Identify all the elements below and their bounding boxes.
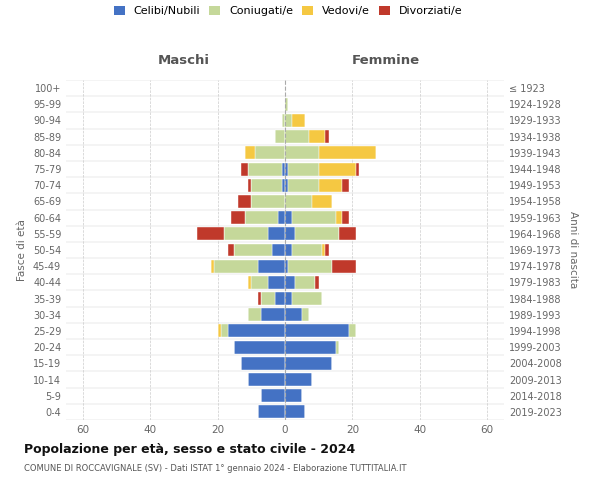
- Bar: [285, 179, 289, 192]
- Bar: [272, 244, 285, 256]
- Bar: [245, 211, 278, 224]
- Bar: [218, 324, 221, 338]
- Bar: [254, 146, 285, 160]
- Bar: [281, 114, 285, 127]
- Bar: [258, 260, 285, 272]
- Bar: [221, 324, 228, 338]
- Bar: [312, 195, 332, 208]
- Bar: [285, 324, 349, 338]
- Bar: [262, 308, 285, 321]
- Bar: [339, 228, 356, 240]
- Bar: [275, 130, 285, 143]
- Bar: [258, 292, 262, 305]
- Bar: [349, 324, 356, 338]
- Bar: [335, 211, 342, 224]
- Bar: [228, 324, 285, 338]
- Bar: [281, 162, 285, 175]
- Bar: [197, 228, 224, 240]
- Y-axis label: Fasce di età: Fasce di età: [17, 219, 27, 281]
- Bar: [332, 260, 356, 272]
- Bar: [251, 195, 285, 208]
- Bar: [248, 179, 251, 192]
- Bar: [224, 228, 268, 240]
- Bar: [238, 195, 251, 208]
- Bar: [248, 308, 262, 321]
- Bar: [285, 130, 308, 143]
- Bar: [211, 260, 214, 272]
- Bar: [325, 244, 329, 256]
- Bar: [292, 114, 305, 127]
- Bar: [268, 276, 285, 289]
- Bar: [285, 308, 302, 321]
- Bar: [285, 373, 312, 386]
- Bar: [285, 114, 292, 127]
- Bar: [292, 244, 322, 256]
- Bar: [342, 179, 349, 192]
- Bar: [262, 292, 275, 305]
- Bar: [285, 406, 305, 418]
- Bar: [285, 228, 295, 240]
- Bar: [285, 146, 319, 160]
- Text: COMUNE DI ROCCAVIGNALE (SV) - Dati ISTAT 1° gennaio 2024 - Elaborazione TUTTITAL: COMUNE DI ROCCAVIGNALE (SV) - Dati ISTAT…: [24, 464, 407, 473]
- Bar: [285, 244, 292, 256]
- Bar: [295, 228, 339, 240]
- Bar: [228, 244, 235, 256]
- Bar: [289, 179, 319, 192]
- Bar: [281, 179, 285, 192]
- Bar: [285, 292, 292, 305]
- Bar: [245, 146, 254, 160]
- Bar: [356, 162, 359, 175]
- Bar: [231, 211, 245, 224]
- Bar: [251, 179, 281, 192]
- Bar: [268, 228, 285, 240]
- Text: Femmine: Femmine: [352, 54, 420, 68]
- Bar: [285, 276, 295, 289]
- Bar: [325, 130, 329, 143]
- Bar: [308, 130, 325, 143]
- Bar: [319, 146, 376, 160]
- Bar: [285, 195, 312, 208]
- Bar: [235, 340, 285, 353]
- Bar: [335, 340, 339, 353]
- Bar: [262, 389, 285, 402]
- Bar: [292, 292, 322, 305]
- Bar: [285, 340, 335, 353]
- Bar: [319, 162, 356, 175]
- Bar: [235, 244, 272, 256]
- Bar: [302, 308, 308, 321]
- Bar: [241, 162, 248, 175]
- Bar: [285, 162, 289, 175]
- Y-axis label: Anni di nascita: Anni di nascita: [568, 212, 578, 288]
- Bar: [214, 260, 258, 272]
- Bar: [289, 260, 332, 272]
- Bar: [322, 244, 325, 256]
- Bar: [241, 357, 285, 370]
- Bar: [278, 211, 285, 224]
- Bar: [319, 179, 342, 192]
- Bar: [295, 276, 316, 289]
- Bar: [289, 162, 319, 175]
- Text: Maschi: Maschi: [158, 54, 210, 68]
- Bar: [285, 98, 289, 111]
- Legend: Celibi/Nubili, Coniugati/e, Vedovi/e, Divorziati/e: Celibi/Nubili, Coniugati/e, Vedovi/e, Di…: [113, 6, 463, 16]
- Bar: [285, 357, 332, 370]
- Bar: [285, 260, 289, 272]
- Text: Popolazione per età, sesso e stato civile - 2024: Popolazione per età, sesso e stato civil…: [24, 442, 355, 456]
- Bar: [275, 292, 285, 305]
- Bar: [316, 276, 319, 289]
- Bar: [258, 406, 285, 418]
- Bar: [285, 389, 302, 402]
- Bar: [248, 373, 285, 386]
- Bar: [292, 211, 335, 224]
- Bar: [285, 211, 292, 224]
- Bar: [251, 276, 268, 289]
- Bar: [248, 162, 281, 175]
- Bar: [248, 276, 251, 289]
- Bar: [342, 211, 349, 224]
